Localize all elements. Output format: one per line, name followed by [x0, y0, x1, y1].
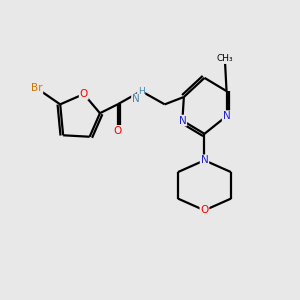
Text: Br: Br — [31, 83, 42, 93]
Text: N: N — [178, 116, 186, 126]
Text: H: H — [138, 87, 145, 96]
Text: N: N — [223, 111, 230, 121]
Text: N: N — [132, 94, 140, 104]
Text: O: O — [113, 126, 122, 136]
Text: N: N — [201, 155, 208, 165]
Text: O: O — [80, 89, 88, 99]
Text: O: O — [200, 206, 208, 215]
Text: CH₃: CH₃ — [217, 54, 233, 63]
